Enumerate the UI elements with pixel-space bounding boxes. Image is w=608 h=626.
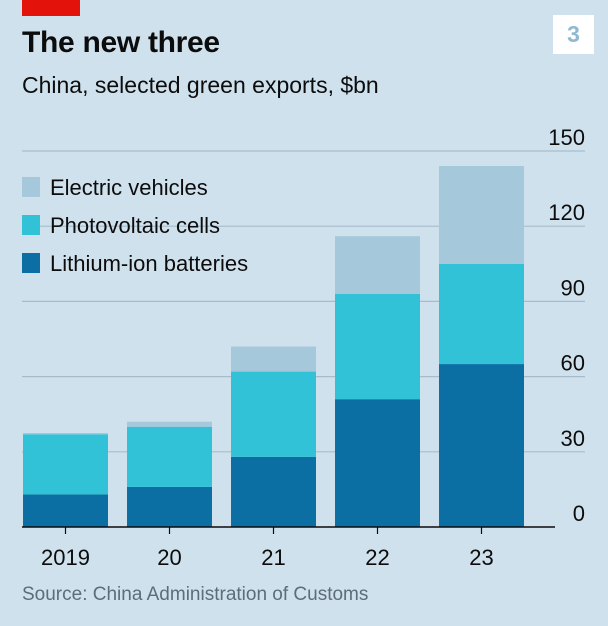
legend-label: Lithium-ion batteries xyxy=(50,251,248,276)
source-note: Source: China Administration of Customs xyxy=(22,584,369,605)
legend-swatch xyxy=(22,253,40,273)
legend-label: Photovoltaic cells xyxy=(50,213,220,238)
bar-segment xyxy=(439,263,524,365)
legend-swatch xyxy=(22,215,40,235)
bar-segment xyxy=(335,236,420,294)
y-tick-label: 0 xyxy=(573,501,585,526)
bar-segment xyxy=(335,293,420,400)
bar-segment xyxy=(231,456,316,527)
chart-number-badge: 3 xyxy=(553,15,594,54)
y-tick-label: 150 xyxy=(548,125,585,150)
y-tick-label: 90 xyxy=(561,275,585,300)
bar-segment xyxy=(127,426,212,487)
x-tick-label: 22 xyxy=(365,545,389,570)
bar-segment xyxy=(23,494,108,527)
y-tick-label: 60 xyxy=(561,351,585,376)
bar-segment xyxy=(231,346,316,372)
bar-segment xyxy=(127,486,212,527)
x-tick-label: 2019 xyxy=(41,545,90,570)
bar-segment xyxy=(231,371,316,457)
bar-segment xyxy=(439,166,524,264)
x-tick-label: 21 xyxy=(261,545,285,570)
bar-segment xyxy=(23,433,108,435)
x-tick-label: 20 xyxy=(157,545,181,570)
bar-segment xyxy=(335,399,420,527)
x-tick-label: 23 xyxy=(469,545,493,570)
chart-title: The new three xyxy=(22,26,220,59)
y-tick-label: 30 xyxy=(561,426,585,451)
brand-red-tab xyxy=(22,0,80,16)
chart-subtitle: China, selected green exports, $bn xyxy=(22,72,379,98)
legend-label: Electric vehicles xyxy=(50,175,208,200)
legend-swatch xyxy=(22,177,40,197)
y-tick-label: 120 xyxy=(548,200,585,225)
bar-segment xyxy=(23,434,108,495)
bar-segment xyxy=(439,364,524,527)
bar-segment xyxy=(127,421,212,427)
